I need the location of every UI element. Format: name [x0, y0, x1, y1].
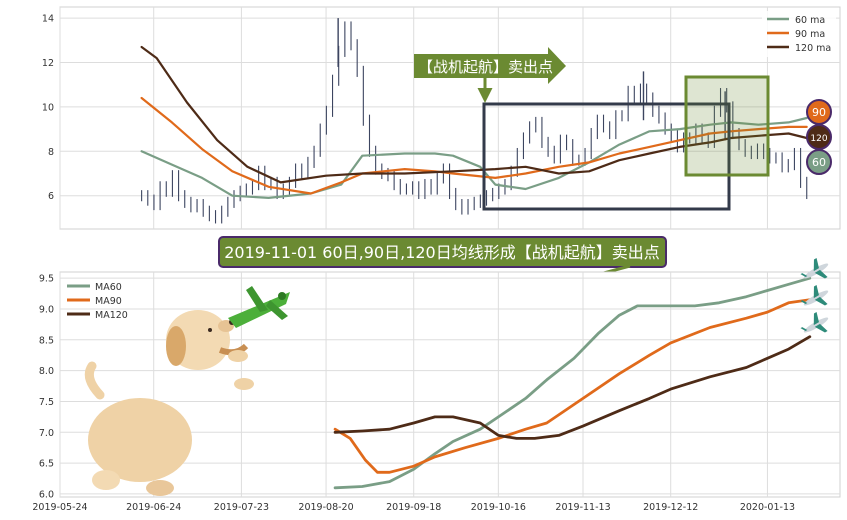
bottom-x-tick-2019-05-24: 2019-05-24	[32, 502, 87, 513]
top-60-ma-line	[140, 116, 808, 199]
bottom-x-tick-2019-08-20: 2019-08-20	[298, 502, 353, 513]
bottom-legend-ma120: MA120	[95, 310, 128, 321]
badge-60-circle	[806, 149, 832, 175]
top-y-tick-8: 8	[48, 147, 54, 158]
top-y-tick-10: 10	[42, 102, 54, 113]
ma-badges: 90 120 60	[806, 99, 832, 175]
bottom-legend: MA60 MA90 MA120	[67, 282, 128, 321]
bottom-x-tick-2019-07-23: 2019-07-23	[214, 502, 269, 513]
bottom-y-tick-7.5: 7.5	[39, 397, 54, 408]
top-120-ma-line	[140, 45, 808, 184]
bottom-x-tick-2019-09-18: 2019-09-18	[386, 502, 441, 513]
badge-90-label: 90	[812, 106, 826, 119]
bottom-y-tick-7: 7.0	[39, 428, 54, 439]
bottom-y-tick-6: 6.0	[39, 489, 54, 500]
bottom-ma120-line	[333, 335, 812, 440]
top-legend-60ma: 60 ma	[795, 15, 825, 26]
bottom-y-tick-6.5: 6.5	[39, 459, 54, 470]
bottom-ma90-line	[333, 298, 812, 474]
plane-icon	[800, 257, 829, 333]
top-legend: 60 ma 90 ma 120 ma	[762, 11, 836, 57]
top-y-tick-12: 12	[42, 58, 54, 69]
bottom-y-tick-8: 8.0	[39, 366, 54, 377]
sell-point-arrow-callout: 【战机起航】卖出点	[414, 47, 566, 103]
bottom-x-tick-2019-11-13: 2019-11-13	[555, 502, 610, 513]
bottom-legend-ma90: MA90	[95, 296, 122, 307]
bottom-x-tick-2020-01-13: 2020-01-13	[740, 502, 795, 513]
bottom-x-tick-2019-06-24: 2019-06-24	[126, 502, 181, 513]
sell-point-arrow-label: 【战机起航】卖出点	[418, 58, 553, 76]
highlight-box-dark	[482, 102, 731, 211]
bottom-x-tick-labels: 2019-05-24 2019-06-24 2019-07-23 2019-08-20…	[32, 502, 795, 513]
top-y-tick-6: 6	[48, 191, 54, 202]
chart-title: 2019-11-01 60日,90日,120日均线形成【战机起航】卖出点	[224, 243, 660, 262]
bottom-x-tick-2019-12-12: 2019-12-12	[643, 502, 698, 513]
bottom-plot-background	[59, 271, 841, 498]
badge-120-label: 120	[810, 134, 827, 144]
top-y-tick-labels: 6 8 10 12 14	[42, 14, 54, 203]
middle-title-banner: 2019-11-01 60日,90日,120日均线形成【战机起航】卖出点	[218, 236, 667, 268]
bottom-chart: 6.06.57.07.58.08.59.09.5 2019-05-24 2019-…	[32, 257, 841, 513]
bottom-y-tick-8.5: 8.5	[39, 335, 54, 346]
bottom-legend-ma60: MA60	[95, 282, 122, 293]
bottom-ma-lines	[333, 276, 812, 490]
top-ma-lines	[140, 45, 808, 199]
badge-60-label: 60	[812, 156, 826, 169]
top-90-ma-line	[140, 96, 808, 195]
top-legend-120ma: 120 ma	[795, 43, 831, 54]
top-price-bars	[141, 18, 808, 224]
bottom-x-tick-2019-10-16: 2019-10-16	[471, 502, 526, 513]
bottom-y-tick-9.5: 9.5	[39, 274, 54, 285]
highlight-box-green	[684, 75, 770, 177]
bottom-y-tick-9: 9.0	[39, 304, 54, 315]
bottom-y-tick-labels: 6.0 6.5 7.0 7.5 8.0 8.5 9.0 9.5	[39, 274, 54, 501]
top-y-tick-14: 14	[42, 14, 54, 25]
dog-illustration	[84, 286, 290, 496]
top-legend-90ma: 90 ma	[795, 29, 825, 40]
